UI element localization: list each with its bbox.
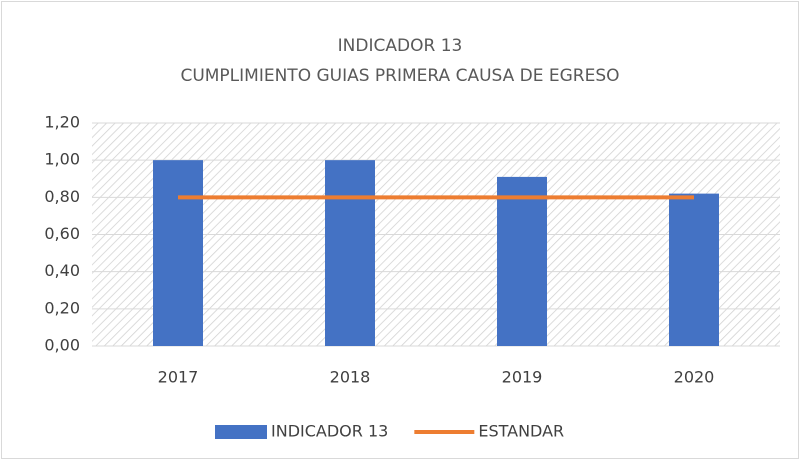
bar: [669, 193, 719, 346]
x-tick-label: 2019: [502, 368, 543, 387]
legend-label: ESTANDAR: [478, 422, 564, 441]
legend-swatch: [215, 425, 267, 439]
bar: [153, 160, 203, 346]
x-tick-label: 2020: [674, 368, 715, 387]
legend-label: INDICADOR 13: [271, 422, 388, 441]
bar: [325, 160, 375, 346]
y-tick-label: 0,40: [44, 261, 80, 280]
chart-subtitle: CUMPLIMIENTO GUIAS PRIMERA CAUSA DE EGRE…: [180, 66, 619, 86]
y-tick-label: 1,00: [44, 150, 80, 169]
y-tick-label: 0,00: [44, 336, 80, 355]
bar: [497, 176, 547, 346]
chart-title: INDICADOR 13: [338, 36, 463, 56]
y-tick-label: 0,80: [44, 187, 80, 206]
y-tick-label: 0,20: [44, 298, 80, 317]
y-tick-label: 1,20: [44, 113, 80, 132]
x-tick-label: 2017: [158, 368, 199, 387]
y-tick-label: 0,60: [44, 224, 80, 243]
x-tick-label: 2018: [330, 368, 371, 387]
